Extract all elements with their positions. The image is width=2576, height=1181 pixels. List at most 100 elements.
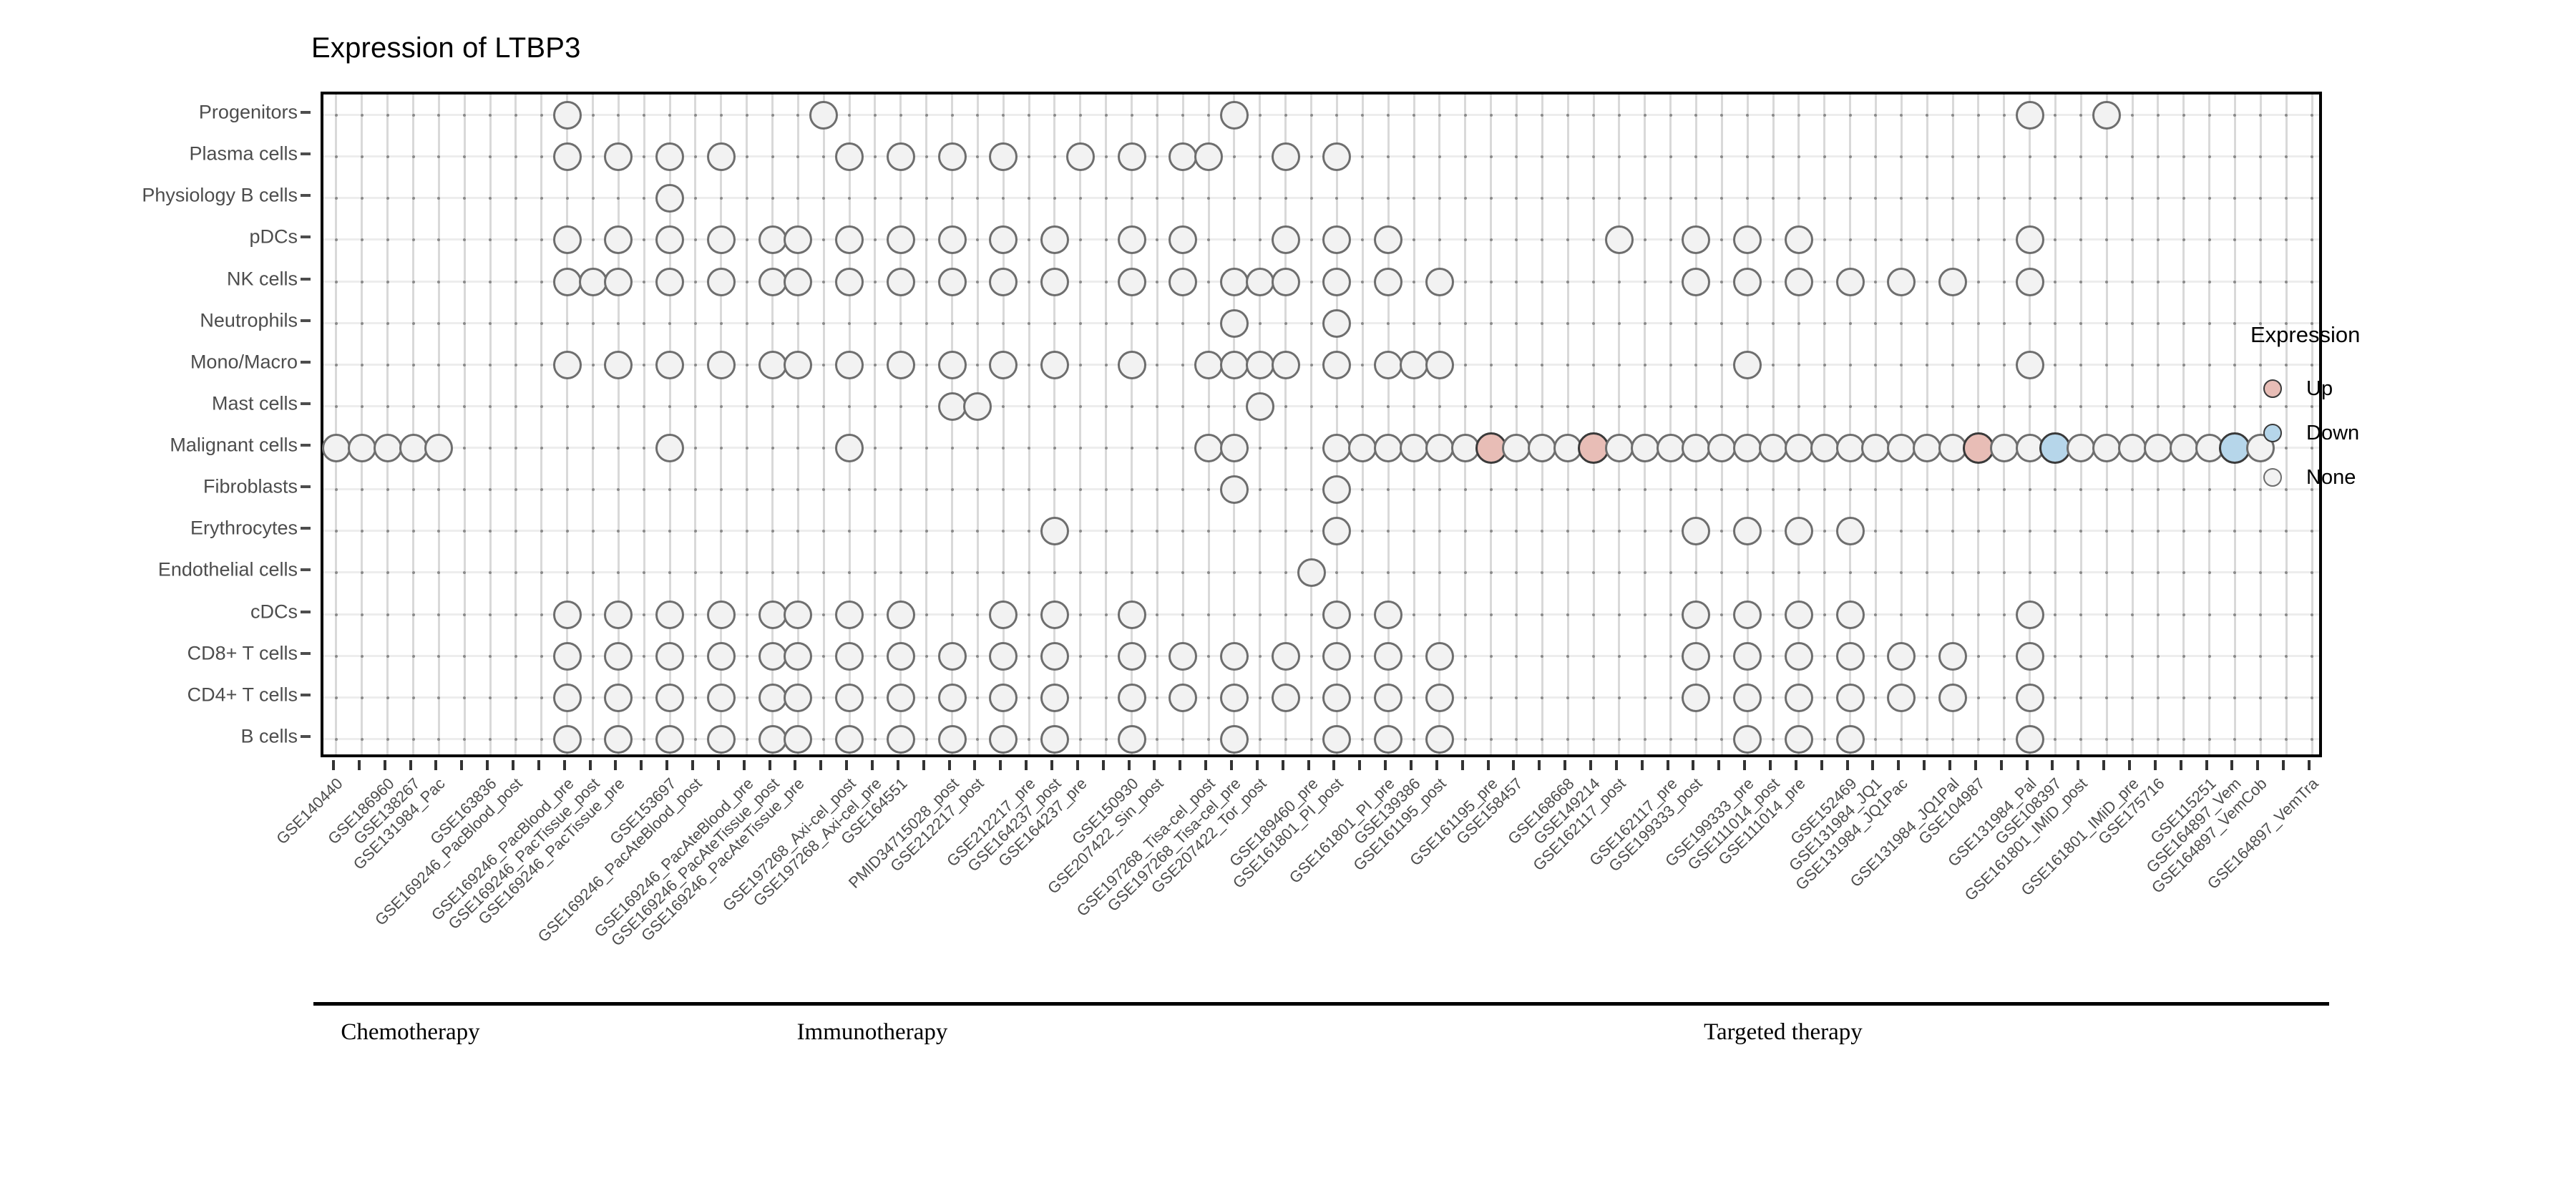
expression-dot[interactable]	[604, 350, 633, 379]
expression-dot[interactable]	[655, 683, 685, 712]
expression-dot[interactable]	[2015, 225, 2044, 255]
expression-dot[interactable]	[784, 225, 813, 255]
expression-dot[interactable]	[1733, 434, 1762, 463]
expression-dot[interactable]	[1040, 517, 1069, 546]
expression-dot[interactable]	[1297, 558, 1326, 588]
expression-dot[interactable]	[347, 434, 376, 463]
expression-dot[interactable]	[1322, 308, 1352, 338]
expression-dot[interactable]	[835, 683, 864, 712]
expression-dot[interactable]	[655, 641, 685, 671]
expression-dot[interactable]	[1117, 267, 1146, 296]
expression-dot[interactable]	[1374, 683, 1403, 712]
expression-dot[interactable]	[1784, 641, 1813, 671]
expression-dot[interactable]	[1219, 724, 1249, 754]
expression-dot[interactable]	[1322, 142, 1352, 172]
expression-dot[interactable]	[937, 392, 967, 421]
expression-dot[interactable]	[1194, 350, 1224, 379]
expression-dot[interactable]	[1604, 225, 1634, 255]
expression-dot[interactable]	[1707, 434, 1737, 463]
expression-dot[interactable]	[1784, 225, 1813, 255]
expression-dot[interactable]	[1887, 641, 1916, 671]
expression-dot[interactable]	[758, 724, 787, 754]
expression-dot[interactable]	[1219, 308, 1249, 338]
expression-dot[interactable]	[1219, 641, 1249, 671]
expression-dot[interactable]	[1271, 267, 1300, 296]
expression-dot[interactable]	[1656, 434, 1685, 463]
expression-dot[interactable]	[2015, 724, 2044, 754]
expression-dot[interactable]	[886, 683, 915, 712]
expression-dot[interactable]	[1040, 267, 1069, 296]
expression-dot[interactable]	[1040, 641, 1069, 671]
expression-dot[interactable]	[809, 101, 839, 130]
expression-dot[interactable]	[706, 600, 736, 629]
expression-dot[interactable]	[655, 600, 685, 629]
expression-dot[interactable]	[1169, 683, 1198, 712]
expression-dot[interactable]	[1219, 101, 1249, 130]
expression-dot[interactable]	[1425, 641, 1454, 671]
expression-dot[interactable]	[1374, 600, 1403, 629]
expression-dot[interactable]	[2015, 683, 2044, 712]
expression-dot[interactable]	[989, 267, 1018, 296]
expression-dot[interactable]	[604, 641, 633, 671]
expression-dot[interactable]	[1374, 724, 1403, 754]
expression-dot[interactable]	[1887, 267, 1916, 296]
expression-dot[interactable]	[1374, 434, 1403, 463]
expression-dot[interactable]	[1117, 350, 1146, 379]
expression-dot[interactable]	[1322, 434, 1352, 463]
expression-dot[interactable]	[1810, 434, 1839, 463]
expression-dot[interactable]	[1374, 641, 1403, 671]
expression-dot[interactable]	[1425, 724, 1454, 754]
expression-dot[interactable]	[1117, 641, 1146, 671]
expression-dot[interactable]	[1784, 724, 1813, 754]
expression-dot[interactable]	[552, 641, 582, 671]
expression-dot[interactable]	[1219, 267, 1249, 296]
expression-dot[interactable]	[989, 225, 1018, 255]
legend-item[interactable]: None	[2250, 455, 2360, 500]
expression-dot[interactable]	[937, 267, 967, 296]
expression-dot[interactable]	[1425, 350, 1454, 379]
expression-dot[interactable]	[706, 142, 736, 172]
expression-dot[interactable]	[758, 350, 787, 379]
expression-dot[interactable]	[886, 225, 915, 255]
expression-dot[interactable]	[2067, 434, 2096, 463]
expression-dot[interactable]	[1117, 142, 1146, 172]
expression-dot[interactable]	[989, 724, 1018, 754]
expression-dot[interactable]	[706, 683, 736, 712]
expression-dot[interactable]	[655, 350, 685, 379]
expression-dot[interactable]	[784, 600, 813, 629]
expression-dot[interactable]	[1322, 641, 1352, 671]
expression-dot[interactable]	[835, 267, 864, 296]
expression-dot[interactable]	[1835, 724, 1865, 754]
expression-dot[interactable]	[399, 434, 428, 463]
expression-dot[interactable]	[2219, 432, 2251, 465]
expression-dot[interactable]	[552, 267, 582, 296]
expression-dot[interactable]	[373, 434, 402, 463]
expression-dot[interactable]	[989, 142, 1018, 172]
expression-dot[interactable]	[1784, 517, 1813, 546]
expression-dot[interactable]	[1271, 225, 1300, 255]
expression-dot[interactable]	[1938, 267, 1968, 296]
expression-dot[interactable]	[758, 641, 787, 671]
expression-dot[interactable]	[1887, 683, 1916, 712]
expression-dot[interactable]	[604, 142, 633, 172]
legend-item[interactable]: Down	[2250, 411, 2360, 455]
expression-dot[interactable]	[1425, 434, 1454, 463]
expression-dot[interactable]	[2092, 101, 2122, 130]
expression-dot[interactable]	[1784, 434, 1813, 463]
expression-dot[interactable]	[835, 724, 864, 754]
expression-dot[interactable]	[1733, 267, 1762, 296]
expression-dot[interactable]	[937, 225, 967, 255]
expression-dot[interactable]	[1245, 350, 1274, 379]
expression-dot[interactable]	[1835, 600, 1865, 629]
expression-dot[interactable]	[604, 683, 633, 712]
expression-dot[interactable]	[1682, 517, 1711, 546]
expression-dot[interactable]	[1271, 683, 1300, 712]
expression-dot[interactable]	[655, 184, 685, 213]
expression-dot[interactable]	[1733, 724, 1762, 754]
expression-dot[interactable]	[552, 350, 582, 379]
expression-dot[interactable]	[604, 225, 633, 255]
expression-dot[interactable]	[1322, 475, 1352, 505]
expression-dot[interactable]	[1040, 225, 1069, 255]
expression-dot[interactable]	[1040, 350, 1069, 379]
expression-dot[interactable]	[1219, 683, 1249, 712]
